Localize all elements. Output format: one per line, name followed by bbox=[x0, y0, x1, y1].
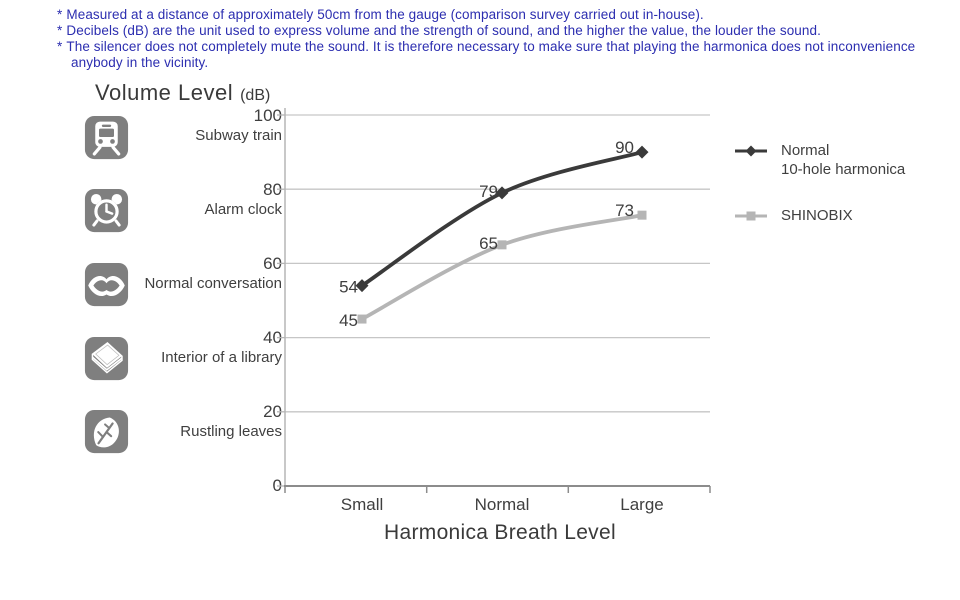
ytick-value: 100 bbox=[253, 106, 282, 125]
ytick-reference-label: Rustling leaves bbox=[180, 423, 282, 440]
category-label: Large bbox=[620, 495, 663, 514]
legend: Normal 10-hole harmonica SHINOBIX bbox=[734, 141, 905, 225]
legend-item-normal-harmonica: Normal 10-hole harmonica bbox=[734, 141, 905, 179]
ytick-reference-label: Alarm clock bbox=[204, 201, 282, 218]
alarm-clock-icon bbox=[84, 188, 129, 233]
ytick-40: 40 Interior of a library bbox=[90, 328, 282, 367]
legend-label-line: Normal bbox=[781, 142, 830, 159]
ytick-20: 20 Rustling leaves bbox=[90, 402, 282, 441]
lips-icon bbox=[84, 262, 129, 307]
book-icon bbox=[84, 336, 129, 381]
legend-swatch-line-diamond bbox=[735, 145, 767, 157]
ytick-value: 60 bbox=[263, 254, 282, 273]
data-point-label: 54 bbox=[339, 278, 358, 297]
series-line-diamond bbox=[360, 150, 644, 288]
legend-label-line: 10-hole harmonica bbox=[781, 161, 906, 178]
ytick-80: 80 Alarm clock bbox=[90, 180, 282, 219]
series-line-square bbox=[360, 213, 644, 321]
ytick-value: 80 bbox=[263, 180, 282, 199]
data-point-label: 65 bbox=[479, 234, 498, 253]
data-point-marker bbox=[497, 240, 507, 250]
data-point-marker bbox=[357, 314, 367, 324]
volume-level-chart: 54 79 90 45 65 73 Small Normal Large bbox=[277, 108, 711, 514]
subway-train-icon bbox=[84, 115, 129, 160]
data-point-label: 79 bbox=[479, 182, 498, 201]
data-point-label: 73 bbox=[615, 201, 634, 220]
data-point-marker bbox=[637, 210, 647, 220]
ytick-reference-label: Normal conversation bbox=[144, 275, 282, 292]
data-point-marker bbox=[495, 186, 509, 200]
ytick-reference-label: Interior of a library bbox=[161, 349, 282, 366]
category-label: Small bbox=[341, 495, 384, 514]
ytick-100: 100 Subway train bbox=[90, 106, 282, 145]
footnote: * Measured at a distance of approximately… bbox=[57, 7, 919, 23]
footnote-text: Decibels (dB) are the unit used to expre… bbox=[66, 23, 821, 38]
legend-item-shinobix: SHINOBIX bbox=[734, 206, 905, 225]
x-axis-title: Harmonica Breath Level bbox=[384, 521, 616, 544]
ytick-reference-label: Subway train bbox=[195, 127, 282, 144]
asterisk-bullet: * bbox=[57, 7, 63, 22]
ytick-60: 60 Normal conversation bbox=[90, 254, 282, 293]
leaf-icon bbox=[84, 409, 129, 454]
data-point-label: 90 bbox=[615, 138, 634, 157]
ytick-0: 0 bbox=[90, 476, 282, 496]
asterisk-bullet: * bbox=[57, 23, 63, 38]
footnote-text: The silencer does not completely mute th… bbox=[66, 39, 916, 70]
legend-label: Normal 10-hole harmonica bbox=[781, 141, 905, 179]
ytick-value: 0 bbox=[272, 476, 282, 495]
asterisk-bullet: * bbox=[57, 39, 63, 54]
legend-label-line: SHINOBIX bbox=[781, 207, 853, 224]
ytick-value: 20 bbox=[263, 402, 282, 421]
legend-swatch-line-square bbox=[735, 211, 767, 221]
footnotes: * Measured at a distance of approximately… bbox=[57, 7, 919, 71]
footnote-text: Measured at a distance of approximately … bbox=[66, 7, 704, 22]
footnote: * The silencer does not completely mute t… bbox=[57, 39, 919, 71]
data-point-marker bbox=[635, 145, 649, 159]
ytick-value: 40 bbox=[263, 328, 282, 347]
footnote: * Decibels (dB) are the unit used to expr… bbox=[57, 23, 919, 39]
chart-title-text: Volume Level bbox=[95, 80, 234, 105]
category-label: Normal bbox=[475, 495, 530, 514]
data-point-marker bbox=[355, 279, 369, 293]
chart-title: Volume Level (dB) bbox=[95, 80, 270, 106]
legend-label: SHINOBIX bbox=[781, 206, 853, 225]
chart-title-unit: (dB) bbox=[240, 87, 271, 104]
data-point-label: 45 bbox=[339, 311, 358, 330]
